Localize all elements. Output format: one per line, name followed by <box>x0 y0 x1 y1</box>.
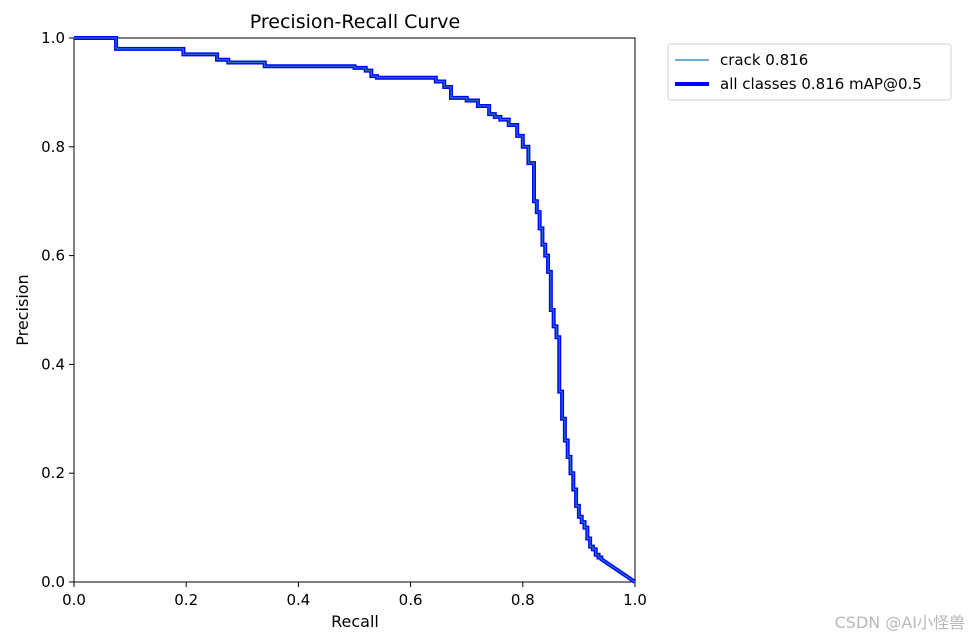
y-tick-label: 1.0 <box>41 29 65 47</box>
y-tick-label: 0.8 <box>41 138 65 156</box>
x-tick-label: 0.0 <box>62 591 86 609</box>
chart-title: Precision-Recall Curve <box>250 11 460 33</box>
y-axis-ticks: 0.0 0.2 0.4 0.6 0.8 1.0 <box>41 29 74 591</box>
y-tick-label: 0.2 <box>41 464 65 482</box>
x-axis-ticks: 0.0 0.2 0.4 0.6 0.8 1.0 <box>62 582 647 609</box>
x-tick-label: 0.6 <box>399 591 423 609</box>
series-line-crack <box>74 37 636 583</box>
legend: crack 0.816 all classes 0.816 mAP@0.5 <box>667 43 952 101</box>
x-tick-label: 0.8 <box>511 591 535 609</box>
y-tick-label: 0.0 <box>41 573 65 591</box>
x-tick-label: 1.0 <box>623 591 647 609</box>
series-layer <box>74 36 637 584</box>
legend-label-crack: crack 0.816 <box>720 51 808 69</box>
legend-label-all-classes: all classes 0.816 mAP@0.5 <box>720 75 922 93</box>
x-tick-label: 0.4 <box>286 591 310 609</box>
watermark-text: CSDN @AI小怪兽 <box>835 613 965 632</box>
y-tick-label: 0.4 <box>41 355 65 373</box>
y-axis-label: Precision <box>13 274 32 345</box>
x-axis-label: Recall <box>331 612 379 631</box>
x-tick-label: 0.2 <box>174 591 198 609</box>
legend-box <box>667 43 952 101</box>
plot-frame <box>73 37 636 583</box>
y-tick-label: 0.6 <box>41 247 65 265</box>
